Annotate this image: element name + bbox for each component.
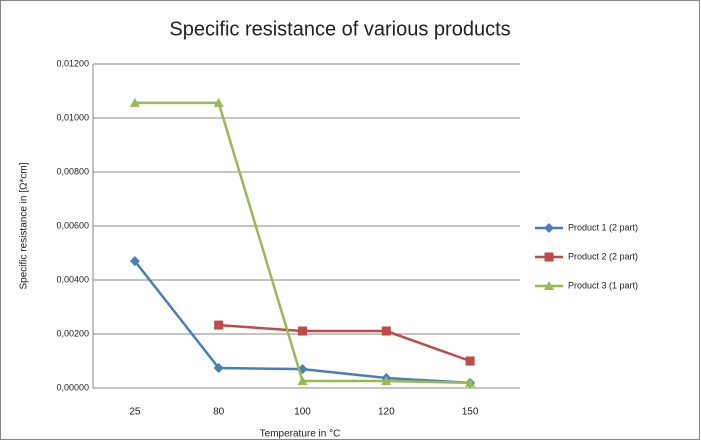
chart-title: Specific resistance of various products [169, 18, 510, 40]
x-tick-label: 25 [129, 407, 141, 418]
marker [465, 356, 475, 366]
y-tick-label: 0,00400 [56, 274, 89, 284]
x-tick-label: 80 [213, 407, 225, 418]
y-tick-label: 0,00000 [56, 382, 89, 392]
marker [297, 375, 308, 385]
y-tick-label: 0,00600 [56, 220, 89, 230]
marker [544, 223, 554, 233]
marker [298, 326, 307, 336]
series-line [218, 323, 471, 363]
marker [213, 363, 224, 374]
marker [129, 256, 140, 267]
marker [381, 326, 391, 336]
marker [213, 97, 224, 107]
legend-label: Product 2 (2 part) [568, 251, 638, 261]
marker [381, 375, 392, 385]
x-axis-label: Temperature in °C [260, 429, 341, 440]
marker [214, 320, 224, 330]
y-axis-label: Specific resistance in [Ω*cm] [19, 162, 30, 289]
y-tick-label: 0,00200 [56, 328, 89, 338]
marker [544, 281, 554, 290]
x-tick-label: 120 [378, 407, 395, 418]
x-tick-label: 150 [462, 407, 479, 418]
marker [465, 377, 476, 387]
x-tick-label: 100 [294, 407, 311, 418]
legend-label: Product 3 (1 part) [568, 280, 638, 290]
marker [544, 252, 554, 262]
y-tick-label: 0,01200 [56, 58, 89, 68]
legend-label: Product 1 (2 part) [568, 222, 638, 232]
y-tick-label: 0,01000 [56, 112, 89, 122]
y-tick-label: 0,00800 [56, 166, 89, 176]
marker [129, 97, 140, 107]
